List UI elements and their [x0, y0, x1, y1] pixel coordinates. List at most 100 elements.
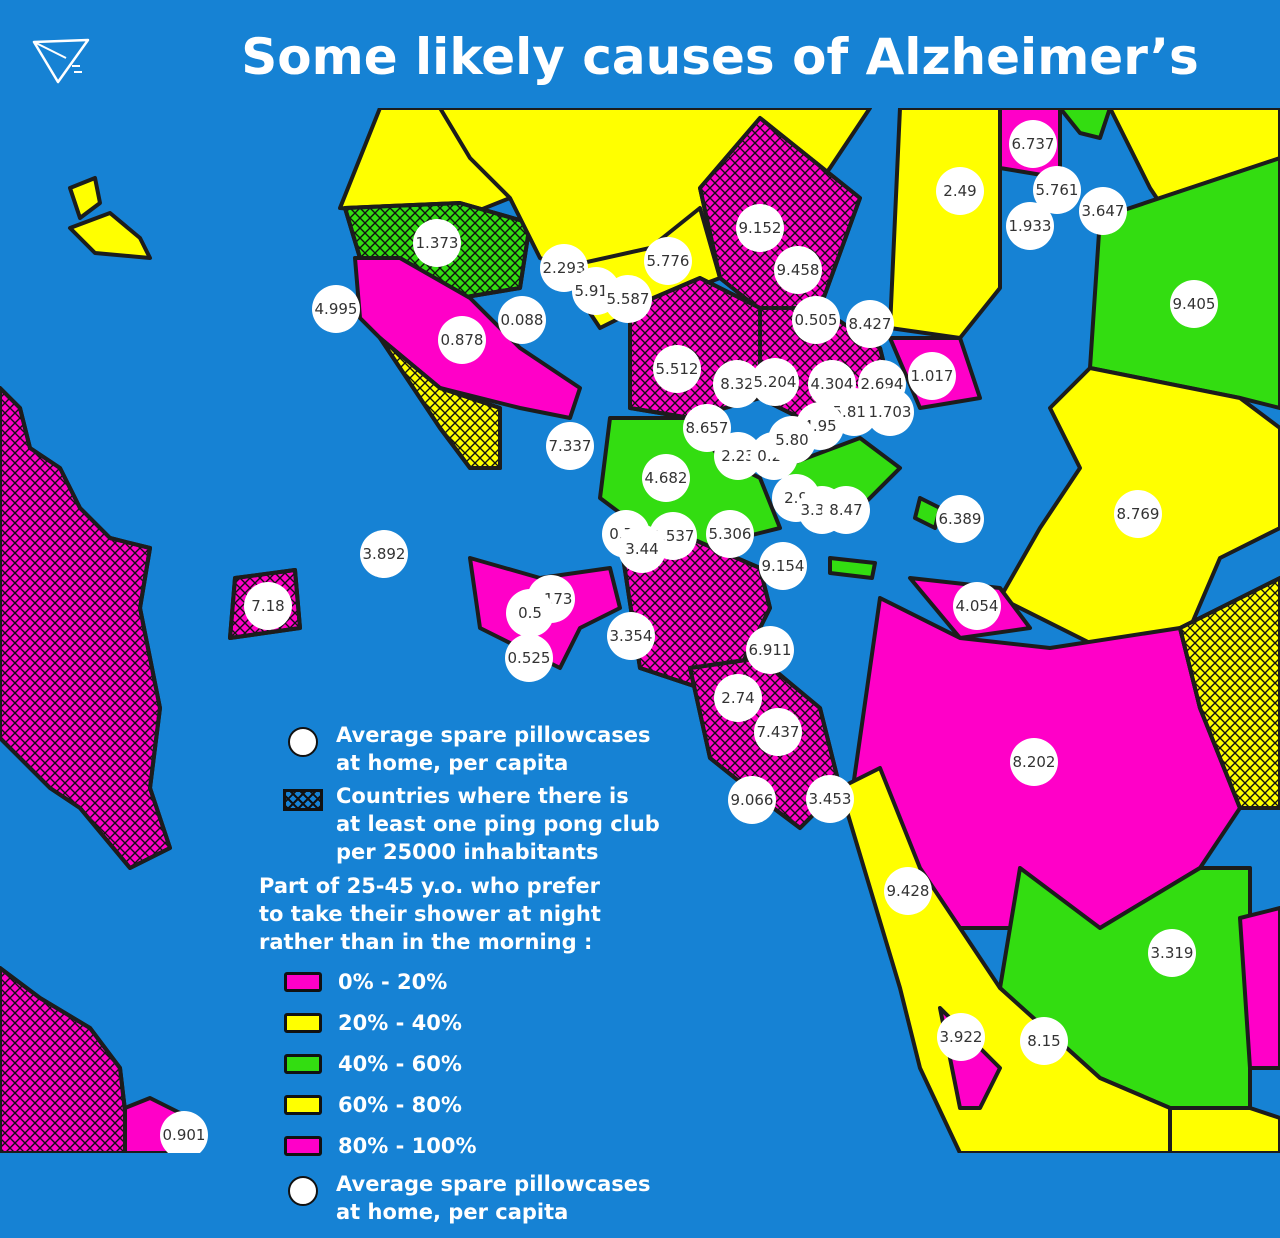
- pillowcase-bubble: [413, 219, 461, 267]
- pillowcase-value: 1.373: [416, 234, 459, 252]
- pillowcase-value: 5.204: [754, 373, 797, 391]
- pillowcase-dot-icon-bottom: [288, 1176, 318, 1206]
- pillowcase-bubble: [937, 1013, 985, 1061]
- pillowcase-value: 3.453: [809, 790, 852, 808]
- pillowcase-value: 9.152: [739, 219, 782, 237]
- pillowcase-bubble: [866, 388, 914, 436]
- pillowcase-bubble: [754, 708, 802, 756]
- pillowcase-value: 8.427: [849, 315, 892, 333]
- range-label-0: 0% - 20%: [338, 970, 448, 994]
- pillowcase-value: 4.054: [956, 597, 999, 615]
- pillowcase-value: 5.80: [775, 431, 808, 449]
- pillowcase-bubble: [1006, 202, 1054, 250]
- pillowcase-bubble: [1114, 490, 1162, 538]
- pillowcase-value: 4.304: [811, 375, 854, 393]
- pillowcase-bubble: [774, 246, 822, 294]
- pillowcase-value: 8.769: [1117, 505, 1160, 523]
- pillowcase-bubble: [768, 416, 816, 464]
- pillowcase-bubble: [792, 296, 840, 344]
- pillowcase-bubble: [438, 316, 486, 364]
- pillowcase-value: 9.458: [777, 261, 820, 279]
- pillowcase-bubble: [498, 296, 546, 344]
- pillowcase-bubble: [953, 582, 1001, 630]
- pillowcase-bubble: [506, 589, 554, 637]
- pillowcase-value: 1.703: [869, 403, 912, 421]
- pillowcase-bubble: [706, 510, 754, 558]
- pillowcase-value: 0.088: [501, 311, 544, 329]
- pillowcase-value: 7.18: [251, 597, 284, 615]
- pillowcase-value: 2.74: [721, 689, 754, 707]
- legend-pingpong: Countries where there is at least one pi…: [336, 782, 660, 866]
- pillowcase-bubble: [1033, 166, 1081, 214]
- legend-line: at home, per capita: [336, 1200, 569, 1224]
- legend-line: Countries where there is: [336, 784, 629, 808]
- pillowcase-value: 9.405: [1173, 295, 1216, 313]
- legend-line: per 25000 inhabitants: [336, 840, 599, 864]
- pillowcase-bubble: [644, 237, 692, 285]
- pillowcase-value: 5.761: [1036, 181, 1079, 199]
- pillowcase-bubble: [1010, 738, 1058, 786]
- pillowcase-bubble: [846, 300, 894, 348]
- pillowcase-bubble: [607, 612, 655, 660]
- pillowcase-value: 8.47: [829, 501, 862, 519]
- legend-line: rather than in the morning :: [259, 930, 593, 954]
- pillowcase-bubble: [736, 204, 784, 252]
- island-1: [68, 176, 102, 220]
- pillowcase-bubble: [714, 674, 762, 722]
- pillowcase-bubble: [618, 525, 666, 573]
- pillowcase-bubble: [759, 542, 807, 590]
- island-south: [828, 556, 877, 580]
- pillowcase-value: 8.202: [1013, 753, 1056, 771]
- pillowcase-value: 2.49: [943, 182, 976, 200]
- pillowcase-bubble: [751, 358, 799, 406]
- pillowcase-value: 5.306: [709, 525, 752, 543]
- country-north-8: [1058, 108, 1112, 140]
- legend-line: Average spare pillowcases: [336, 1172, 651, 1196]
- pillowcase-bubble: [806, 775, 854, 823]
- pillowcase-value: 3.354: [610, 627, 653, 645]
- pillowcase-bubble: [360, 530, 408, 578]
- pillowcase-bubble: [604, 275, 652, 323]
- logo-icon: [30, 36, 92, 92]
- pillowcase-bubble: [884, 867, 932, 915]
- pillowcase-value: 9.428: [887, 882, 930, 900]
- pillowcase-value: 6.737: [1012, 135, 1055, 153]
- pillowcase-value: 2.293: [543, 259, 586, 277]
- range-label-1: 20% - 40%: [338, 1011, 462, 1035]
- pillowcase-value: 8.32: [720, 375, 753, 393]
- country-sw-yellow: [838, 766, 1172, 1153]
- pillowcase-bubble: [546, 422, 594, 470]
- pillowcase-bubble: [714, 432, 762, 480]
- pillowcase-value: 5.811: [833, 403, 876, 421]
- pillowcase-value: 4.995: [315, 300, 358, 318]
- range-label-2: 40% - 60%: [338, 1052, 462, 1076]
- pillowcase-value: 5.776: [647, 252, 690, 270]
- pillowcase-bubble: [1079, 187, 1127, 235]
- pillowcase-value: 3.922: [940, 1028, 983, 1046]
- pillowcase-value: 9.066: [731, 791, 774, 809]
- pillowcase-bubble: [642, 454, 690, 502]
- legend-line: at home, per capita: [336, 751, 569, 775]
- pillowcase-bubble: [908, 352, 956, 400]
- pillowcase-bubble: [683, 404, 731, 452]
- pillowcase-value: 0.5: [518, 604, 542, 622]
- pillowcase-bubble: [936, 167, 984, 215]
- pillowcase-value: 4.682: [645, 469, 688, 487]
- country-north-6: [888, 108, 1002, 340]
- island-2: [68, 211, 152, 260]
- pillowcase-value: 0.901: [163, 1126, 206, 1144]
- pillowcase-value: 3.44: [625, 540, 658, 558]
- pillowcase-bubbles: 1.3734.9950.8780.0882.2935.9135.5875.776…: [160, 120, 1218, 1153]
- country-se-corner: [1168, 1106, 1280, 1153]
- pillowcase-value: 5.587: [607, 290, 650, 308]
- pillowcase-value: 3.892: [363, 545, 406, 563]
- pillowcase-bubble: [936, 495, 984, 543]
- pillowcase-value: 0.505: [795, 311, 838, 329]
- hatch-swatch-icon: [283, 789, 323, 811]
- pillowcase-value: 1.017: [911, 367, 954, 385]
- pillowcase-value: 5.512: [656, 360, 699, 378]
- pillowcase-value: 0.878: [441, 331, 484, 349]
- pillowcase-value: 0.525: [508, 649, 551, 667]
- range-swatch-1: [284, 1013, 322, 1033]
- pillowcase-bubble: [160, 1111, 208, 1153]
